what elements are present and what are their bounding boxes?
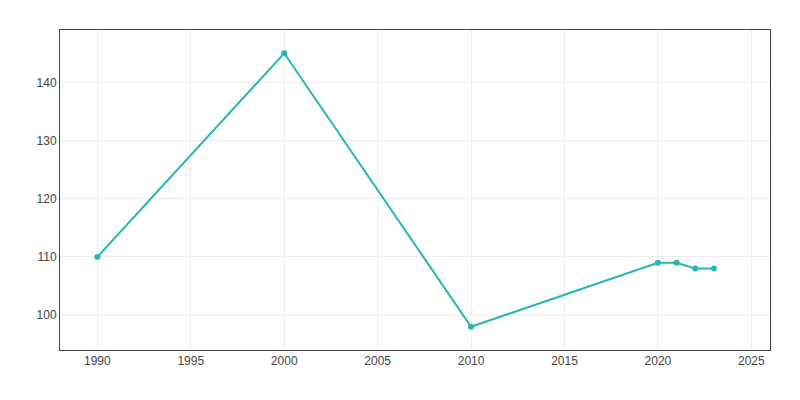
- svg-text:2025: 2025: [738, 354, 765, 368]
- svg-text:1990: 1990: [84, 354, 111, 368]
- svg-text:2005: 2005: [364, 354, 391, 368]
- svg-text:2015: 2015: [551, 354, 578, 368]
- svg-text:130: 130: [37, 134, 57, 148]
- svg-text:140: 140: [37, 76, 57, 90]
- svg-text:1995: 1995: [177, 354, 204, 368]
- svg-text:100: 100: [37, 308, 57, 322]
- svg-text:120: 120: [37, 192, 57, 206]
- svg-text:110: 110: [37, 250, 56, 264]
- svg-text:2020: 2020: [645, 354, 672, 368]
- svg-text:2010: 2010: [458, 354, 485, 368]
- svg-text:2000: 2000: [271, 354, 298, 368]
